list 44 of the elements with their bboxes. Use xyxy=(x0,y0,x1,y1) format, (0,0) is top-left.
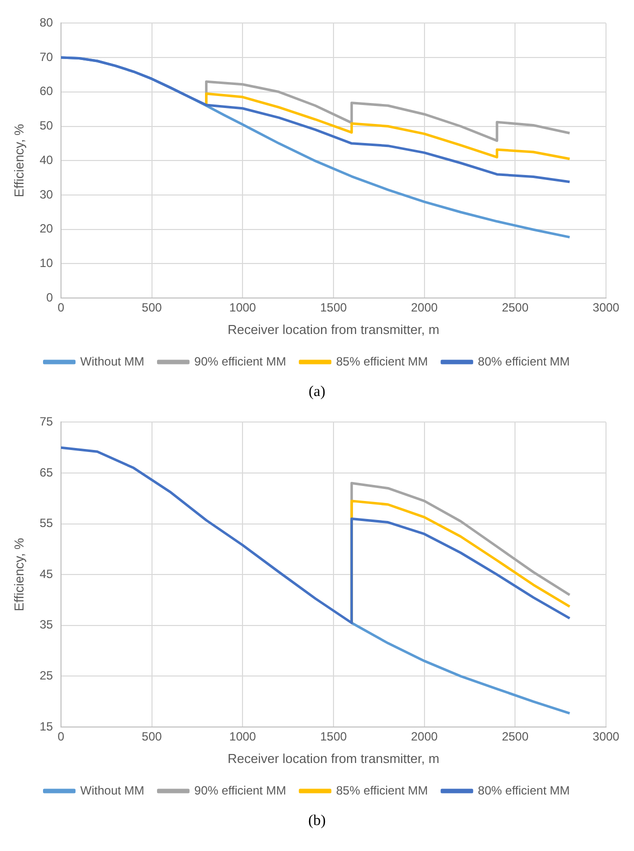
y-tick-label: 10 xyxy=(40,256,54,270)
y-tick-label: 55 xyxy=(40,516,54,530)
y-tick-label: 20 xyxy=(40,222,54,236)
legend-label: Without MM xyxy=(80,783,144,798)
x-tick-label: 1000 xyxy=(229,300,256,315)
x-tick-label: 1000 xyxy=(229,730,256,744)
x-tick-label: 0 xyxy=(58,730,65,744)
y-tick-label: 40 xyxy=(40,152,54,167)
text: (a) xyxy=(308,384,326,401)
y-tick-label: 15 xyxy=(40,719,54,734)
legend-label: 90% efficient MM xyxy=(194,354,286,368)
x-tick-label: 2500 xyxy=(502,300,529,315)
legend-label: Without MM xyxy=(80,354,144,368)
y-tick-label: 45 xyxy=(40,566,54,581)
y-tick-label: 60 xyxy=(40,84,54,98)
y-tick-label: 25 xyxy=(40,668,54,683)
y-axis-title: Efficiency, % xyxy=(11,124,26,198)
x-tick-label: 500 xyxy=(142,730,162,744)
x-tick-label: 3000 xyxy=(592,730,620,744)
x-axis-title: Receiver location from transmitter, m xyxy=(228,750,440,766)
x-tick-label: 0 xyxy=(58,300,65,315)
legend-label: 80% efficient MM xyxy=(478,783,570,798)
x-tick-label: 3000 xyxy=(592,300,620,315)
x-tick-label: 2500 xyxy=(502,730,529,744)
y-tick-label: 70 xyxy=(40,50,54,64)
text: (b) xyxy=(307,813,327,830)
x-tick-label: 1500 xyxy=(320,300,348,315)
y-tick-label: 50 xyxy=(40,118,54,133)
y-tick-label: 65 xyxy=(40,465,54,480)
legend-label: 85% efficient MM xyxy=(336,354,428,368)
y-tick-label: 0 xyxy=(46,290,54,304)
x-tick-label: 500 xyxy=(142,300,162,315)
y-tick-label: 35 xyxy=(40,618,54,632)
x-tick-label: 2000 xyxy=(410,730,438,744)
y-axis-title: Efficiency, % xyxy=(11,538,26,612)
x-tick-label: 1500 xyxy=(320,730,348,744)
y-tick-label: 30 xyxy=(40,187,54,202)
y-tick-label: 80 xyxy=(40,16,54,30)
legend-label: 90% efficient MM xyxy=(194,783,286,798)
x-tick-label: 2000 xyxy=(410,300,438,315)
legend-label: 85% efficient MM xyxy=(336,783,428,798)
legend-label: 80% efficient MM xyxy=(478,354,570,368)
x-axis-title: Receiver location from transmitter, m xyxy=(228,322,440,337)
y-tick-label: 75 xyxy=(40,414,54,429)
